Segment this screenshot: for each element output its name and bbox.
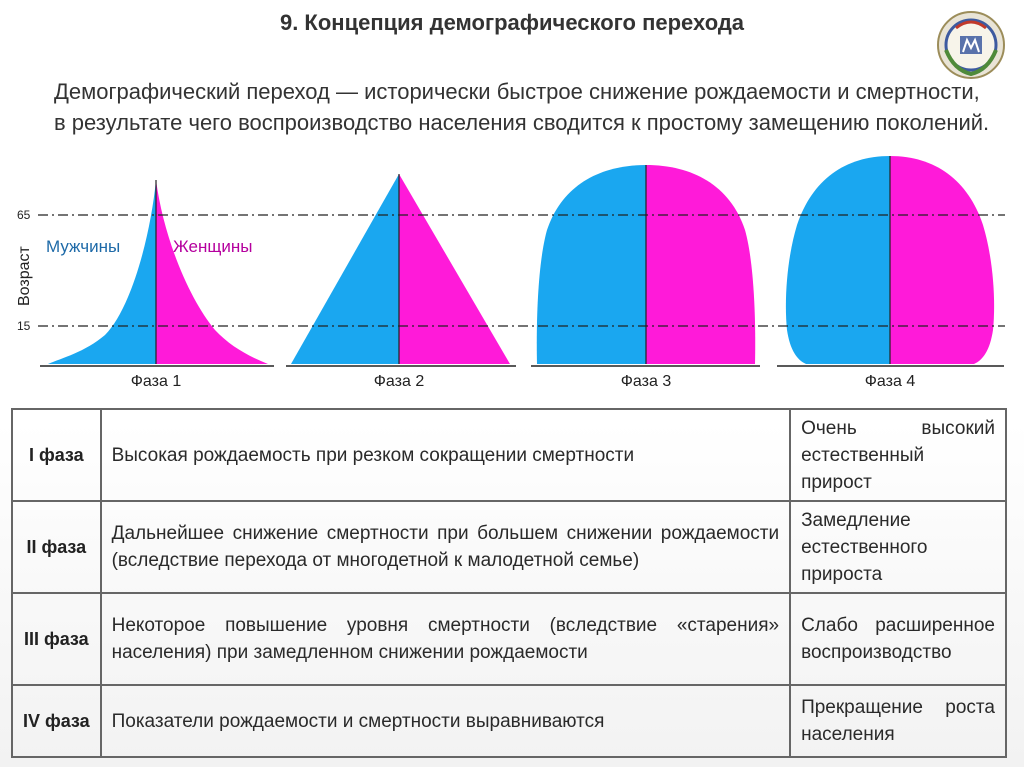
result-cell: Прекращение роста населения <box>789 684 1007 758</box>
phase-2-label: Фаза 2 <box>374 373 425 390</box>
result-cell: Замедление естественного прироста <box>789 500 1007 594</box>
result-cell: Очень высокий естественный прирост <box>789 408 1007 502</box>
result-cell: Слабо расширенное воспроизводство <box>789 592 1007 686</box>
y-axis-label: Возраст <box>16 245 33 306</box>
phase-cell: IV фаза <box>11 684 102 758</box>
phase-1-male-shape <box>48 180 156 364</box>
phase-3-label: Фаза 3 <box>621 373 672 390</box>
phase-1-label: Фаза 1 <box>131 373 182 390</box>
phase-2-female-shape <box>399 174 510 364</box>
table-row: IV фаза Показатели рождаемости и смертно… <box>11 684 1007 758</box>
phase-cell: III фаза <box>11 592 102 686</box>
phase-cell: I фаза <box>11 408 102 502</box>
university-emblem-icon <box>937 11 1005 79</box>
phases-table: I фаза Высокая рождаемость при резком со… <box>11 408 1007 758</box>
phase-3-male-shape <box>536 165 646 364</box>
table-row: III фаза Некоторое повышение уровня смер… <box>11 592 1007 686</box>
description-cell: Некоторое повышение уровня смертности (в… <box>99 592 792 686</box>
phase-4-label: Фаза 4 <box>865 373 916 390</box>
male-label: Мужчины <box>46 237 120 256</box>
description-cell: Показатели рождаемости и смертности выра… <box>99 684 792 758</box>
population-pyramids-chart: 65 15 Возраст Мужчины Женщины Фаза 1 Фаз… <box>16 156 1005 390</box>
phase-cell: II фаза <box>11 500 102 594</box>
age-mark-65: 65 <box>17 208 31 222</box>
phase-4-male-shape <box>785 156 890 364</box>
age-mark-15: 15 <box>17 319 31 333</box>
intro-text: Демографический переход — исторически бы… <box>54 79 990 135</box>
table-row: I фаза Высокая рождаемость при резком со… <box>11 408 1007 502</box>
slide-title: 9. Концепция демографического перехода <box>279 10 745 35</box>
phase-4-female-shape <box>890 156 995 364</box>
phase-1-female-shape <box>156 180 268 364</box>
table-row: II фаза Дальнейшее снижение смертности п… <box>11 500 1007 594</box>
description-cell: Высокая рождаемость при резком сокращени… <box>99 408 792 502</box>
intro-paragraph: Демографический переход — исторически бы… <box>54 76 994 138</box>
phase-3-female-shape <box>646 165 756 364</box>
female-label: Женщины <box>173 237 252 256</box>
description-cell: Дальнейшее снижение смертности при больш… <box>99 500 792 594</box>
phase-2-male-shape <box>291 174 399 364</box>
